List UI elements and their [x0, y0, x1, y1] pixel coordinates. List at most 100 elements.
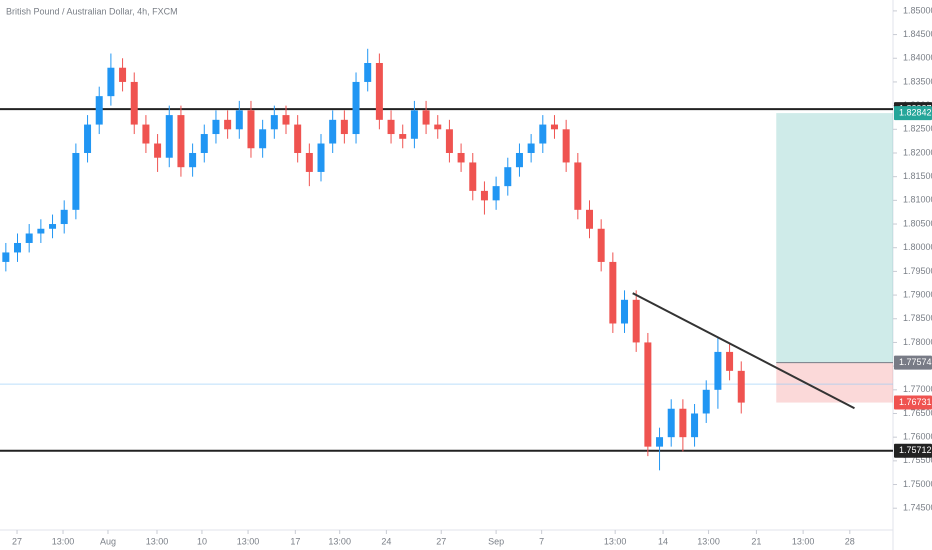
- candle-body: [702, 389, 710, 414]
- candle-body: [119, 67, 127, 82]
- x-tick-label: 27: [436, 536, 446, 546]
- x-tick-label: 24: [381, 536, 391, 546]
- candle-body: [527, 143, 535, 153]
- candle-body: [667, 408, 675, 438]
- x-tick-label: 13:00: [792, 536, 815, 546]
- candle-body: [480, 190, 488, 201]
- candle-body: [539, 124, 547, 144]
- candle-body: [60, 209, 68, 225]
- y-tick-label: 1.78000: [903, 337, 932, 347]
- y-tick-label: 1.80000: [903, 242, 932, 252]
- x-tick-label: 13:00: [604, 536, 627, 546]
- candle-body: [25, 233, 33, 243]
- x-tick-label: 27: [12, 536, 22, 546]
- candle-body: [142, 124, 150, 144]
- price-tag-label: 1.76731: [899, 397, 932, 407]
- price-tag-label: 1.77574: [899, 357, 932, 367]
- candle-body: [270, 115, 278, 130]
- y-tick-label: 1.84000: [903, 53, 932, 63]
- candle-body: [387, 119, 395, 135]
- candle-body: [189, 152, 197, 168]
- candle-body: [305, 152, 313, 172]
- price-tag-label: 1.75712: [899, 445, 932, 455]
- candle-body: [165, 115, 173, 158]
- x-tick-label: 28: [845, 536, 855, 546]
- candle-body: [691, 413, 699, 438]
- y-tick-label: 1.76500: [903, 408, 932, 418]
- candle-body: [37, 228, 45, 234]
- candle-body: [737, 370, 745, 403]
- candle-body: [644, 342, 652, 447]
- candle-body: [95, 96, 103, 125]
- y-tick-label: 1.81000: [903, 195, 932, 205]
- candle-body: [585, 209, 593, 229]
- x-tick-label: 13:00: [52, 536, 75, 546]
- candle-body: [714, 351, 722, 390]
- candle-body: [212, 119, 220, 135]
- candle-body: [107, 67, 115, 97]
- candle-body: [632, 299, 640, 343]
- candle-body: [259, 129, 267, 149]
- candle-body: [550, 124, 558, 130]
- price-tag: [894, 355, 932, 370]
- price-tag: [894, 395, 932, 410]
- stop-zone: [776, 362, 893, 403]
- candle-body: [679, 408, 687, 438]
- candle-body: [235, 110, 243, 130]
- candle-body: [515, 152, 523, 168]
- chart-title: British Pound / Australian Dollar, 4h, F…: [6, 6, 178, 16]
- candle-body: [317, 143, 325, 172]
- candle-body: [726, 351, 734, 371]
- candle-body: [562, 129, 570, 163]
- y-tick-label: 1.75000: [903, 479, 932, 489]
- candle-body: [597, 228, 605, 262]
- candle-body: [656, 437, 664, 447]
- candle-body: [422, 110, 430, 125]
- y-tick-label: 1.74500: [903, 503, 932, 513]
- price-tag: [894, 443, 932, 458]
- x-tick-label: 14: [658, 536, 668, 546]
- y-tick-label: 1.81500: [903, 171, 932, 181]
- candle-body: [352, 81, 360, 135]
- y-tick-label: 1.84500: [903, 29, 932, 39]
- candle-body: [282, 115, 290, 125]
- y-tick-label: 1.75500: [903, 455, 932, 465]
- candle-body: [445, 129, 453, 153]
- x-tick-label: 7: [539, 536, 544, 546]
- candle-body: [154, 143, 162, 158]
- y-tick-label: 1.82000: [903, 147, 932, 157]
- trendline: [632, 292, 855, 410]
- candle-body: [609, 261, 617, 324]
- y-tick-label: 1.79000: [903, 289, 932, 299]
- candle-body: [410, 110, 418, 139]
- candle-body: [49, 224, 57, 229]
- candle-body: [492, 186, 500, 201]
- candle-body: [84, 124, 92, 153]
- x-tick-label: 21: [751, 536, 761, 546]
- candle-body: [130, 81, 138, 125]
- y-tick-label: 1.80500: [903, 218, 932, 228]
- candle-body: [457, 152, 465, 163]
- candle-body: [329, 119, 337, 144]
- y-tick-label: 1.78500: [903, 313, 932, 323]
- x-tick-label: 13:00: [328, 536, 351, 546]
- candle-body: [224, 119, 232, 130]
- candle-body: [2, 252, 10, 262]
- candle-body: [504, 167, 512, 187]
- price-tag: [894, 106, 932, 121]
- y-tick-label: 1.79500: [903, 266, 932, 276]
- candle-body: [247, 110, 255, 149]
- x-tick-label: 13:00: [146, 536, 169, 546]
- y-tick-label: 1.85000: [903, 5, 932, 15]
- candle-body: [399, 134, 407, 139]
- price-tag-label: 1.82842: [899, 107, 932, 117]
- y-tick-label: 1.82500: [903, 124, 932, 134]
- target-zone: [776, 113, 893, 363]
- candle-body: [434, 124, 442, 130]
- y-tick-label: 1.76000: [903, 432, 932, 442]
- candle-body: [375, 62, 383, 120]
- y-tick-label: 1.83500: [903, 76, 932, 86]
- x-tick-label: 17: [290, 536, 300, 546]
